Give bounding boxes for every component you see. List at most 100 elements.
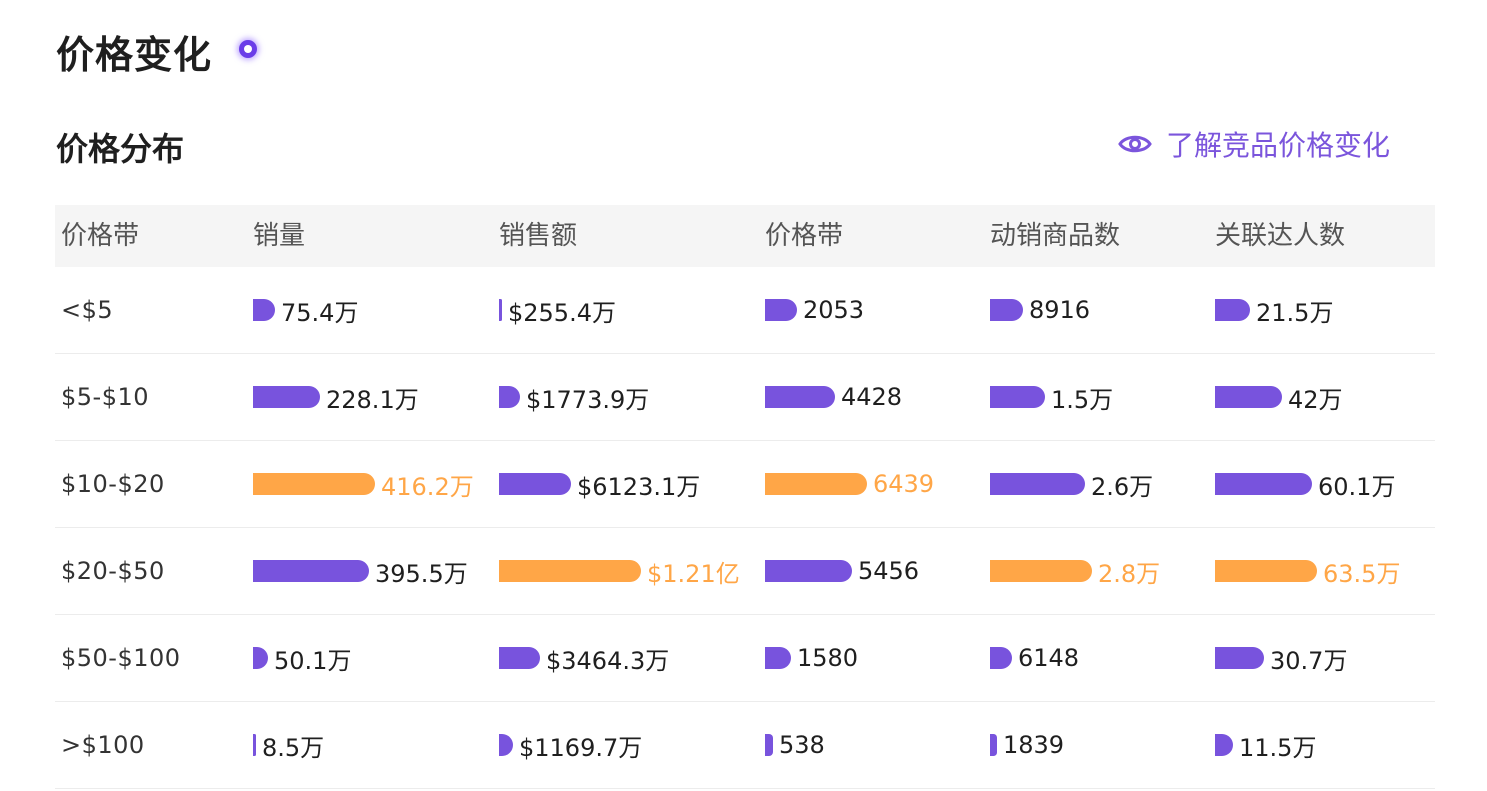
- price-band-count-cell: 538: [765, 702, 825, 788]
- table-header: 价格带 销量 销售额 价格带 动销商品数 关联达人数: [55, 205, 1435, 267]
- page-title: 价格变化: [56, 33, 213, 77]
- value-label: 5456: [858, 557, 920, 585]
- value-label: 8.5万: [262, 733, 325, 762]
- col-price-band-header: 价格带: [61, 221, 140, 251]
- price-band-count-cell: 1580: [765, 615, 858, 701]
- related-creators-cell: 63.5万: [1215, 528, 1400, 614]
- value-label: 6148: [1018, 644, 1080, 672]
- value-bar: [1215, 473, 1312, 495]
- price-band-count-cell: 5456: [765, 528, 919, 614]
- value-bar: [1215, 386, 1282, 408]
- sales-amount-cell: $1169.7万: [499, 702, 642, 788]
- value-bar: [765, 386, 835, 408]
- active-products-cell: 8916: [990, 267, 1090, 353]
- price-band-count-cell: 6439: [765, 441, 934, 527]
- col-active-products-header: 动销商品数: [990, 221, 1121, 251]
- value-label: 6439: [873, 470, 935, 498]
- sales-amount-cell: $1.21亿: [499, 528, 740, 614]
- active-products-cell: 2.6万: [990, 441, 1153, 527]
- price-band-cell: $20-$50: [61, 528, 165, 614]
- value-bar: [990, 299, 1023, 321]
- table-row: >$100 8.5万 $1169.7万 538 1839 11.5万: [55, 702, 1435, 789]
- active-products-cell: 2.8万: [990, 528, 1160, 614]
- price-band-label: <$5: [61, 296, 114, 324]
- active-products-cell: 1.5万: [990, 354, 1113, 440]
- sales-volume-cell: 75.4万: [253, 267, 358, 353]
- value-label: 2.8万: [1098, 559, 1161, 588]
- value-bar: [1215, 299, 1250, 321]
- table-row: $20-$50 395.5万 $1.21亿 5456 2.8万 63.5万: [55, 528, 1435, 615]
- value-label: 538: [779, 731, 825, 759]
- value-label: 42万: [1288, 385, 1343, 414]
- value-label: $1773.9万: [526, 385, 650, 414]
- value-label: 60.1万: [1318, 472, 1396, 501]
- sales-volume-cell: 395.5万: [253, 528, 468, 614]
- related-creators-cell: 42万: [1215, 354, 1343, 440]
- sales-amount-cell: $255.4万: [499, 267, 616, 353]
- sales-amount-cell: $1773.9万: [499, 354, 649, 440]
- value-label: $1.21亿: [647, 559, 740, 588]
- compare-competitor-price-link[interactable]: 了解竞品价格变化: [1118, 124, 1390, 164]
- value-label: $6123.1万: [577, 472, 701, 501]
- price-band-label: $20-$50: [61, 557, 165, 585]
- value-label: 1580: [797, 644, 859, 672]
- value-label: 21.5万: [1256, 298, 1334, 327]
- price-band-label: >$100: [61, 731, 145, 759]
- value-label: 1.5万: [1051, 385, 1114, 414]
- value-bar: [499, 386, 520, 408]
- col-sales-volume-header: 销量: [253, 221, 306, 251]
- value-bar: [990, 473, 1085, 495]
- price-band-cell: $5-$10: [61, 354, 149, 440]
- value-bar: [765, 734, 773, 756]
- price-band-count-cell: 2053: [765, 267, 864, 353]
- section-title: 价格分布: [56, 130, 185, 168]
- value-label: 4428: [841, 383, 903, 411]
- sales-amount-cell: $3464.3万: [499, 615, 669, 701]
- value-bar: [253, 560, 369, 582]
- value-label: 50.1万: [274, 646, 352, 675]
- price-band-cell: <$5: [61, 267, 113, 353]
- value-label: 11.5万: [1239, 733, 1317, 762]
- price-band-cell: >$100: [61, 702, 145, 788]
- price-band-cell: $50-$100: [61, 615, 181, 701]
- value-label: 30.7万: [1270, 646, 1348, 675]
- value-bar: [990, 386, 1045, 408]
- value-bar: [499, 299, 502, 321]
- value-label: 63.5万: [1323, 559, 1401, 588]
- related-creators-cell: 60.1万: [1215, 441, 1395, 527]
- value-bar: [765, 647, 791, 669]
- col-related-creators-header: 关联达人数: [1215, 221, 1346, 251]
- value-label: 1839: [1003, 731, 1065, 759]
- table-body: <$5 75.4万 $255.4万 2053 8916 21.5万 $5-$10 228.1万…: [55, 267, 1435, 789]
- value-label: 2053: [803, 296, 865, 324]
- table-row: $5-$10 228.1万 $1773.9万 4428 1.5万 42万: [55, 354, 1435, 441]
- value-bar: [990, 647, 1012, 669]
- value-bar: [499, 560, 641, 582]
- active-products-cell: 1839: [990, 702, 1064, 788]
- sales-volume-cell: 228.1万: [253, 354, 419, 440]
- sales-volume-cell: 8.5万: [253, 702, 324, 788]
- sales-volume-cell: 50.1万: [253, 615, 351, 701]
- value-bar: [253, 386, 320, 408]
- price-band-cell: $10-$20: [61, 441, 165, 527]
- sales-volume-cell: 416.2万: [253, 441, 474, 527]
- eye-icon: [1118, 132, 1152, 156]
- value-label: 416.2万: [381, 472, 474, 501]
- value-bar: [253, 734, 256, 756]
- related-creators-cell: 11.5万: [1215, 702, 1316, 788]
- related-creators-cell: 30.7万: [1215, 615, 1347, 701]
- value-bar: [253, 299, 275, 321]
- value-bar: [990, 560, 1092, 582]
- value-bar: [499, 734, 513, 756]
- value-label: $1169.7万: [519, 733, 643, 762]
- value-label: $3464.3万: [546, 646, 670, 675]
- price-band-label: $10-$20: [61, 470, 165, 498]
- active-products-cell: 6148: [990, 615, 1079, 701]
- price-band-label: $50-$100: [61, 644, 181, 672]
- value-bar: [253, 473, 375, 495]
- value-label: 228.1万: [326, 385, 419, 414]
- table-row: <$5 75.4万 $255.4万 2053 8916 21.5万: [55, 267, 1435, 354]
- value-bar: [765, 299, 797, 321]
- value-bar: [499, 647, 540, 669]
- value-label: 8916: [1029, 296, 1091, 324]
